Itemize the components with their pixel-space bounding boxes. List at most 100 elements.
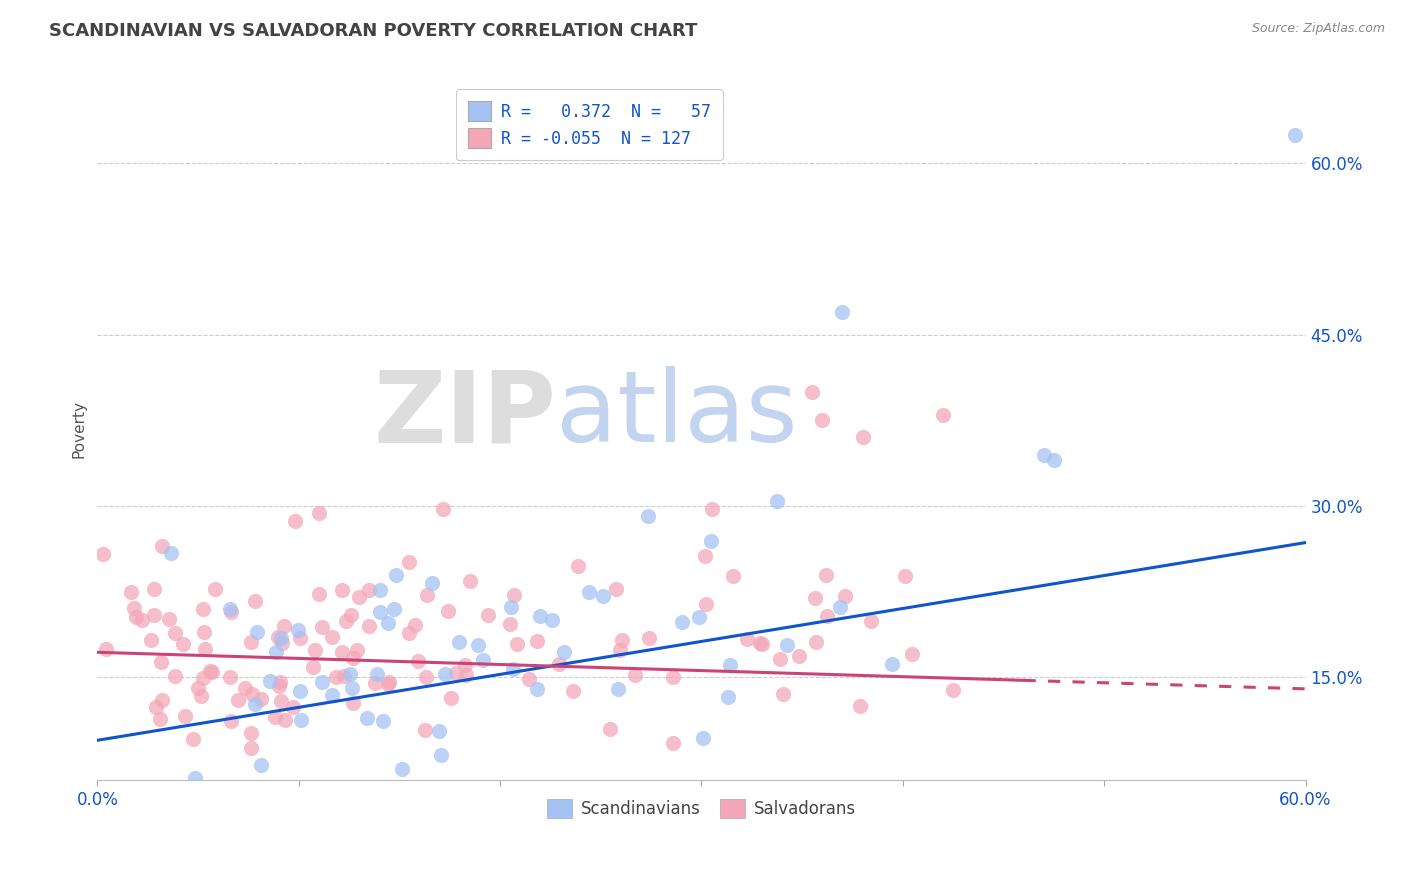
Text: SCANDINAVIAN VS SALVADORAN POVERTY CORRELATION CHART: SCANDINAVIAN VS SALVADORAN POVERTY CORRE… (49, 22, 697, 40)
Point (91, 547, 114, 561)
Point (142, 582, 165, 596)
Point (471, 653, 494, 667)
Point (444, 666, 467, 681)
Point (233, 681, 256, 695)
Point (458, 574, 481, 588)
Point (447, 635, 470, 649)
Point (848, 698, 870, 713)
Point (267, 679, 290, 693)
Point (342, 681, 364, 695)
Point (240, 687, 263, 701)
Point (304, 642, 326, 657)
Point (240, 634, 263, 648)
Point (149, 712, 172, 726)
Point (735, 632, 758, 646)
Point (661, 669, 683, 683)
Point (893, 569, 915, 583)
Point (243, 697, 266, 711)
Point (637, 631, 659, 645)
Point (321, 630, 343, 644)
Point (801, 384, 824, 399)
Point (751, 636, 773, 650)
Point (391, 762, 413, 776)
Point (143, 607, 166, 622)
Point (364, 675, 387, 690)
Point (288, 684, 311, 698)
Point (529, 609, 551, 624)
Point (671, 615, 693, 629)
Point (259, 674, 281, 689)
Point (198, 664, 221, 678)
Point (204, 582, 226, 596)
Point (165, 626, 187, 640)
Point (368, 582, 391, 597)
Point (662, 736, 685, 750)
Point (273, 619, 295, 633)
Point (131, 613, 153, 627)
Point (716, 690, 738, 704)
Point (163, 669, 186, 683)
Point (173, 708, 195, 723)
Point (702, 501, 724, 516)
Point (359, 582, 381, 597)
Point (308, 587, 330, 601)
Point (432, 502, 454, 516)
Y-axis label: Poverty: Poverty (72, 400, 86, 458)
Point (124, 610, 146, 624)
Point (194, 641, 217, 656)
Point (814, 568, 837, 582)
Point (769, 652, 792, 666)
Point (150, 539, 173, 553)
Point (198, 828, 221, 842)
Point (281, 699, 304, 714)
Point (526, 681, 548, 696)
Point (592, 590, 614, 604)
Point (264, 710, 287, 724)
Point (398, 626, 420, 640)
Point (271, 635, 294, 649)
Point (342, 696, 364, 710)
Point (699, 534, 721, 549)
Point (346, 643, 368, 657)
Point (339, 666, 361, 681)
Point (382, 602, 405, 616)
Point (610, 633, 633, 648)
Point (96, 641, 118, 656)
Point (517, 672, 540, 686)
Point (190, 690, 212, 704)
Point (221, 714, 243, 728)
Point (606, 682, 628, 697)
Point (526, 634, 548, 648)
Point (422, 575, 444, 590)
Point (181, 732, 204, 747)
Point (834, 589, 856, 603)
Point (332, 669, 354, 683)
Point (219, 670, 242, 684)
Point (342, 651, 364, 665)
Point (330, 645, 353, 659)
Point (321, 688, 343, 702)
Point (416, 588, 439, 602)
Point (765, 494, 787, 508)
Point (371, 714, 394, 729)
Point (828, 600, 851, 615)
Point (219, 602, 242, 616)
Point (605, 582, 627, 596)
Point (553, 645, 575, 659)
Point (434, 667, 457, 681)
Point (269, 674, 291, 689)
Point (219, 606, 242, 620)
Point (267, 630, 290, 644)
Text: Source: ZipAtlas.com: Source: ZipAtlas.com (1251, 22, 1385, 36)
Point (772, 687, 794, 701)
Point (693, 549, 716, 563)
Point (356, 711, 378, 725)
Point (245, 625, 267, 640)
Point (122, 601, 145, 615)
Point (311, 620, 333, 634)
Point (398, 555, 420, 569)
Point (264, 645, 287, 659)
Point (141, 632, 163, 647)
Point (427, 724, 450, 739)
Point (150, 693, 173, 707)
